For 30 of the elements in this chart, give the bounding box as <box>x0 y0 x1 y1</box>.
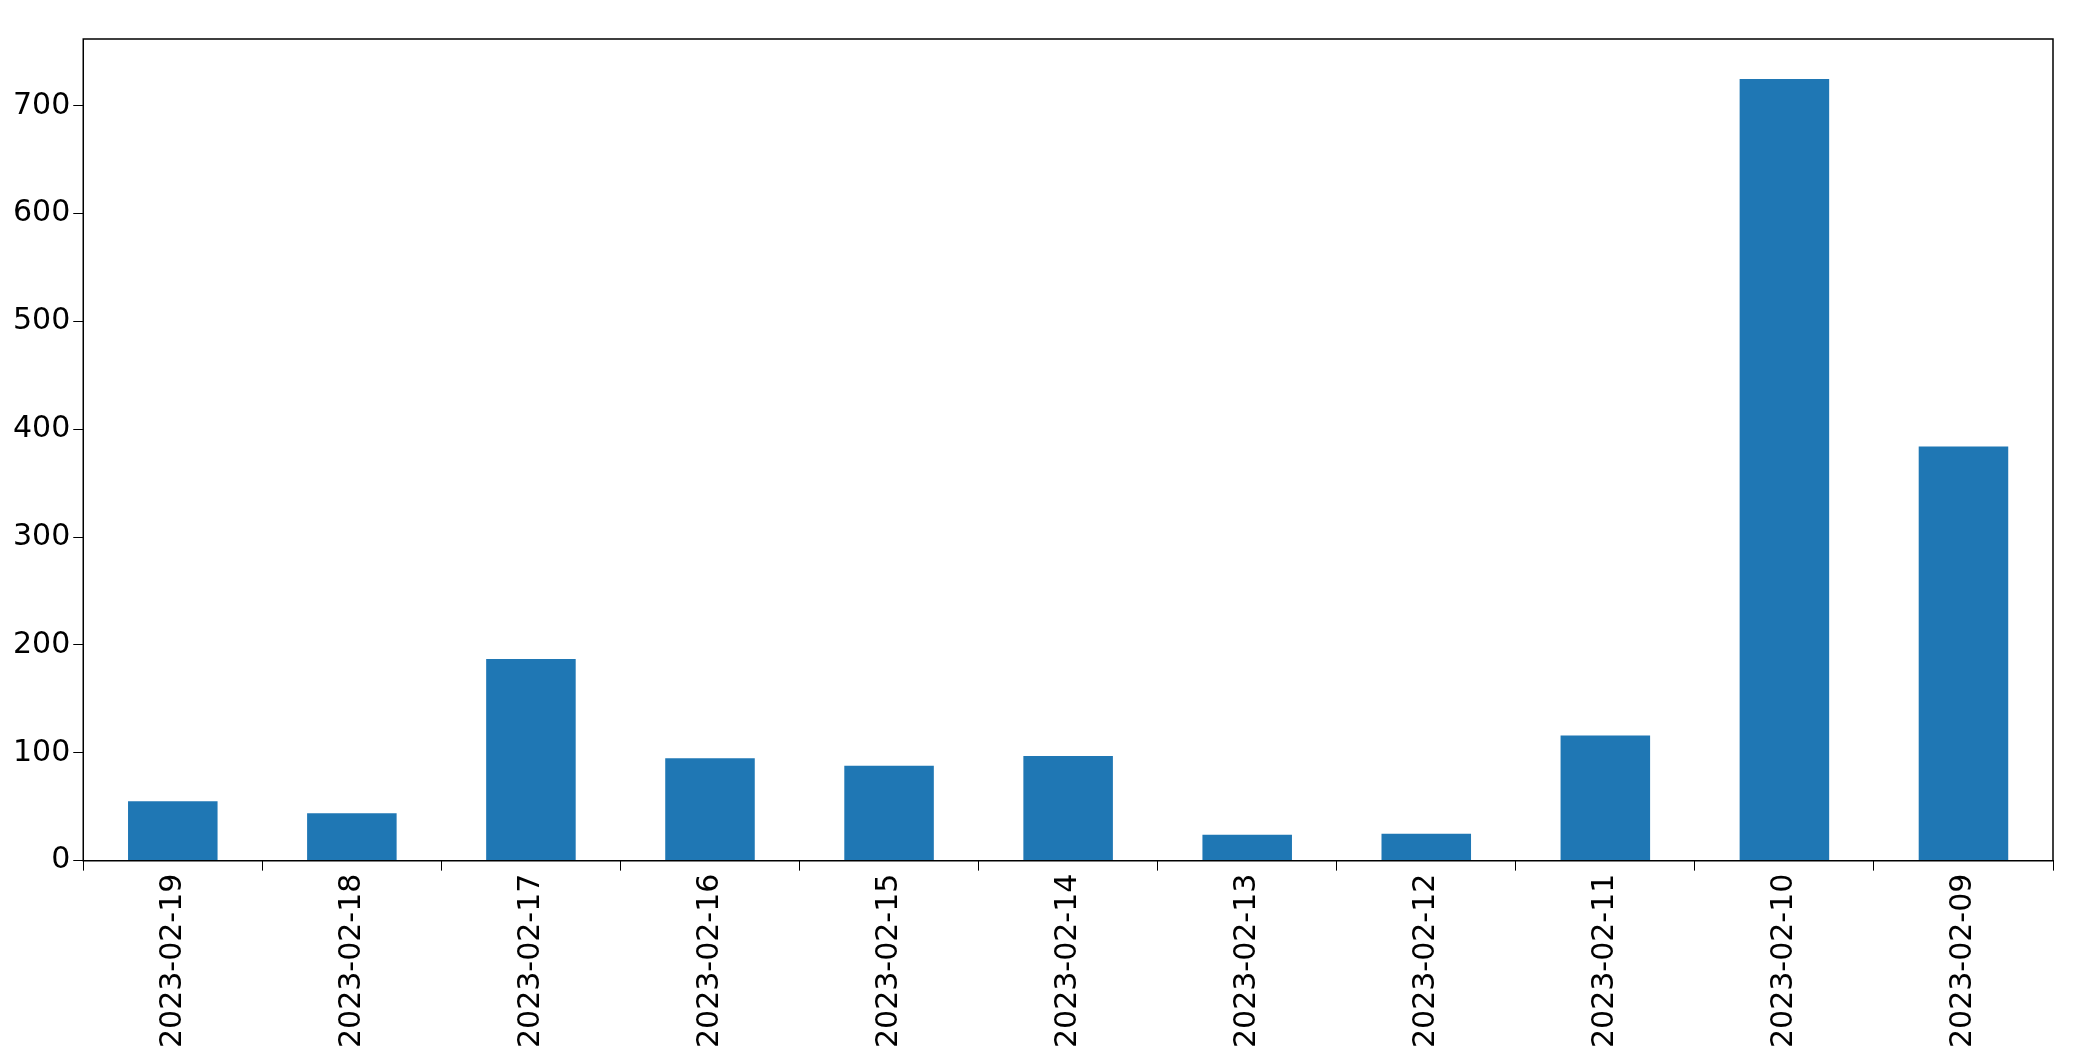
y-tick-label: 600 <box>13 193 71 229</box>
y-tick-label: 200 <box>13 624 71 660</box>
bar <box>1739 78 1830 861</box>
x-tick-label: 2023-02-15 <box>868 873 904 1049</box>
bar <box>307 813 397 861</box>
bar <box>1560 735 1651 861</box>
bar <box>1023 756 1113 861</box>
y-tick-label: 0 <box>51 840 71 876</box>
x-tick-label: 2023-02-09 <box>1943 873 1979 1049</box>
y-tick-label: 100 <box>13 732 71 768</box>
y-tick-label: 300 <box>13 516 71 552</box>
y-tick-label: 500 <box>13 301 71 337</box>
y-tick-label: 400 <box>13 409 71 445</box>
bar <box>1381 833 1472 861</box>
x-tick-label: 2023-02-18 <box>331 873 367 1049</box>
y-tick-label: 700 <box>13 85 71 121</box>
bar <box>665 758 755 861</box>
x-tick-label: 2023-02-10 <box>1764 873 1800 1049</box>
bar <box>1202 834 1292 861</box>
x-tick-label: 2023-02-14 <box>1047 873 1083 1049</box>
x-tick-label: 2023-02-16 <box>689 873 725 1049</box>
x-tick-label: 2023-02-12 <box>1406 873 1442 1049</box>
x-tick-label: 2023-02-11 <box>1585 873 1621 1049</box>
bar <box>1918 446 2009 861</box>
x-tick-label: 2023-02-13 <box>1226 873 1262 1049</box>
bar <box>844 765 934 861</box>
x-tick-label: 2023-02-17 <box>510 873 546 1049</box>
x-tick-label: 2023-02-19 <box>152 873 188 1049</box>
bar <box>128 801 218 861</box>
bar <box>486 659 576 861</box>
